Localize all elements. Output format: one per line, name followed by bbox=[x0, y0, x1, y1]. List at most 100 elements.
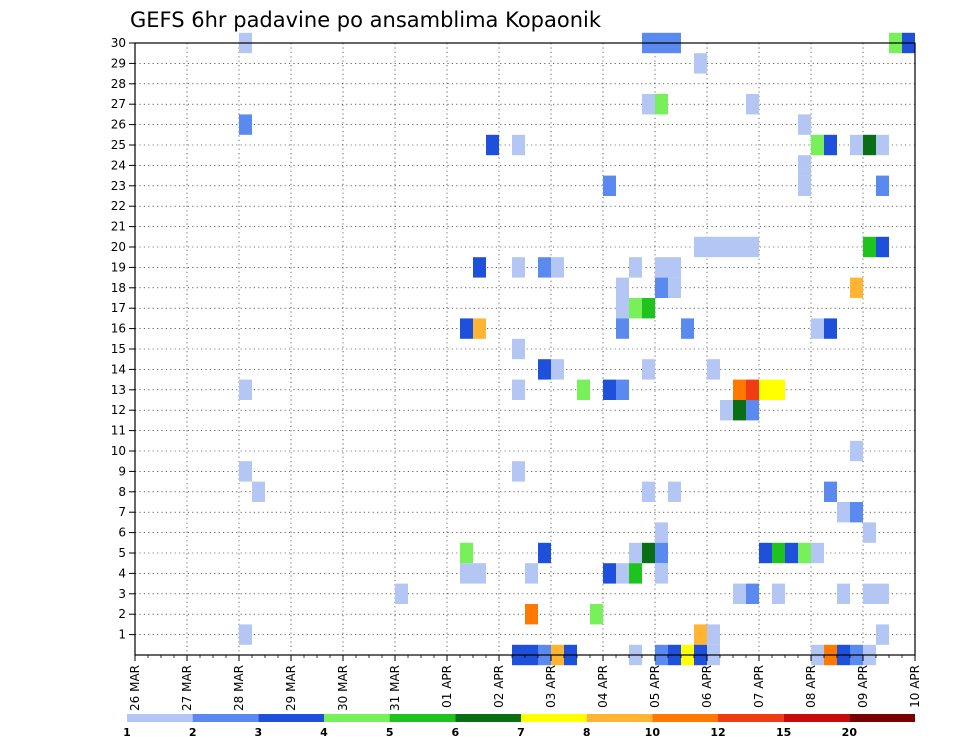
precip-cell bbox=[850, 502, 863, 523]
precip-cell bbox=[655, 522, 668, 543]
precip-cell bbox=[707, 236, 720, 258]
y-tick-label: 16 bbox=[111, 322, 126, 336]
precip-cell bbox=[772, 542, 785, 564]
y-tick-label: 15 bbox=[111, 342, 126, 356]
precip-cell bbox=[512, 379, 525, 400]
x-tick-label: 02 APR bbox=[492, 665, 506, 708]
y-tick-label: 29 bbox=[111, 56, 126, 70]
x-tick-label: 05 APR bbox=[648, 665, 662, 708]
precip-cell bbox=[538, 257, 551, 278]
precip-cell bbox=[616, 277, 629, 298]
x-tick-label: 09 APR bbox=[856, 665, 870, 708]
precip-cell bbox=[395, 583, 408, 604]
precip-cell bbox=[655, 94, 668, 115]
precip-cell bbox=[538, 359, 551, 380]
x-tick-label: 08 APR bbox=[804, 665, 818, 708]
precip-cell bbox=[473, 318, 486, 339]
y-tick-label: 24 bbox=[111, 158, 126, 172]
precip-cell bbox=[668, 257, 681, 278]
legend-swatch bbox=[324, 714, 390, 722]
x-tick-label: 30 MAR bbox=[336, 665, 350, 711]
y-tick-label: 6 bbox=[118, 526, 126, 540]
precip-cell bbox=[629, 542, 642, 564]
precip-cell bbox=[824, 481, 837, 502]
precip-cell bbox=[668, 481, 681, 502]
precip-cell bbox=[798, 542, 811, 564]
precip-cell bbox=[876, 236, 889, 258]
precip-cell bbox=[655, 277, 668, 298]
legend-label: 4 bbox=[320, 726, 328, 739]
legend-label: 7 bbox=[517, 726, 525, 739]
legend-swatch bbox=[718, 714, 784, 722]
precip-cell bbox=[863, 583, 876, 604]
precip-cell bbox=[473, 257, 486, 278]
y-tick-label: 11 bbox=[111, 424, 126, 438]
precip-cell bbox=[616, 379, 629, 400]
precip-cell bbox=[551, 359, 564, 380]
legend-swatch bbox=[192, 714, 259, 722]
y-tick-label: 3 bbox=[118, 587, 126, 601]
y-tick-label: 9 bbox=[118, 464, 126, 478]
precip-cell bbox=[603, 175, 616, 196]
precip-cell bbox=[512, 338, 525, 360]
x-tick-label: 01 APR bbox=[440, 665, 454, 708]
legend-label: 15 bbox=[776, 726, 791, 739]
precip-cell bbox=[759, 379, 772, 400]
y-tick-label: 5 bbox=[118, 546, 126, 560]
precip-cell bbox=[655, 563, 668, 584]
y-tick-label: 7 bbox=[118, 505, 126, 519]
y-tick-label: 10 bbox=[111, 444, 126, 458]
precip-cell bbox=[616, 318, 629, 339]
precip-cell bbox=[798, 175, 811, 196]
chart-title: GEFS 6hr padavine po ansamblima Kopaonik bbox=[130, 8, 602, 32]
y-tick-label: 27 bbox=[111, 97, 126, 111]
x-axis-ticks: 26 MAR 27 MAR 28 MAR 29 MAR 30 MAR 31 MAR 01 A… bbox=[128, 655, 922, 711]
precip-cell bbox=[629, 298, 642, 319]
precip-cell bbox=[837, 583, 850, 604]
precip-cell bbox=[824, 318, 837, 339]
precip-cell bbox=[772, 583, 785, 604]
precip-cell bbox=[655, 257, 668, 278]
y-tick-label: 21 bbox=[111, 220, 126, 234]
precip-cell bbox=[798, 155, 811, 176]
x-tick-label: 10 APR bbox=[908, 665, 922, 708]
precip-cell bbox=[863, 236, 876, 258]
y-tick-label: 14 bbox=[111, 362, 126, 376]
x-tick-label: 31 MAR bbox=[388, 665, 402, 711]
x-tick-label: 04 APR bbox=[596, 665, 610, 708]
legend-swatch bbox=[586, 714, 653, 722]
precip-cell bbox=[239, 624, 252, 645]
precip-cell bbox=[239, 379, 252, 400]
precip-cell bbox=[863, 134, 876, 156]
precip-cell bbox=[850, 277, 863, 298]
precip-cell bbox=[603, 563, 616, 584]
legend-swatch bbox=[258, 714, 324, 722]
precip-cell bbox=[525, 563, 538, 584]
y-tick-label: 25 bbox=[111, 138, 126, 152]
legend-swatch bbox=[521, 714, 587, 722]
precip-cell bbox=[460, 563, 473, 584]
precip-cell bbox=[876, 583, 889, 604]
precip-cell bbox=[577, 379, 590, 400]
precip-cell bbox=[811, 318, 824, 339]
y-tick-label: 19 bbox=[111, 260, 126, 274]
precip-cell bbox=[746, 379, 759, 400]
precip-cell bbox=[629, 257, 642, 278]
precip-cell bbox=[707, 359, 720, 380]
precip-cell bbox=[252, 481, 265, 502]
legend-label: 6 bbox=[452, 726, 460, 739]
precip-cell bbox=[811, 542, 824, 564]
precip-cell bbox=[850, 440, 863, 462]
precip-cell bbox=[746, 236, 759, 258]
y-tick-label: 2 bbox=[118, 607, 126, 621]
y-tick-label: 4 bbox=[118, 566, 126, 580]
precip-cell bbox=[616, 563, 629, 584]
legend-swatch bbox=[389, 714, 456, 722]
precip-cell bbox=[811, 134, 824, 156]
legend-label: 12 bbox=[710, 726, 725, 739]
precip-cell bbox=[642, 542, 655, 564]
precip-cell bbox=[239, 461, 252, 482]
y-tick-label: 13 bbox=[111, 383, 126, 397]
precip-cell bbox=[746, 400, 759, 421]
